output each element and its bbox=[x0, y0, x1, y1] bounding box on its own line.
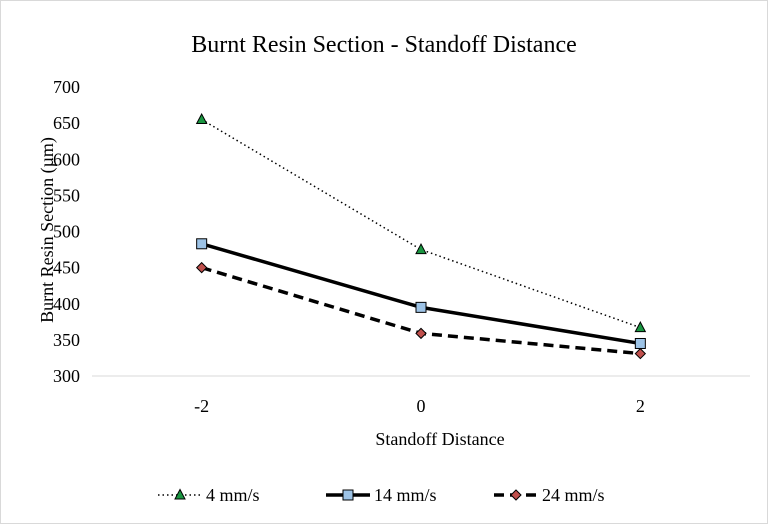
data-point-24-mm-s bbox=[634, 347, 647, 360]
data-point-4-mm-s bbox=[634, 321, 647, 333]
legend-label-14-mm-s: 14 mm/s bbox=[374, 485, 437, 505]
series-group bbox=[195, 112, 647, 360]
data-point-4-mm-s bbox=[415, 242, 427, 255]
series-line-4-mm-s bbox=[201, 118, 641, 329]
data-point-24-mm-s bbox=[195, 261, 208, 274]
y-tick-label: 550 bbox=[53, 185, 80, 205]
legend-marker-14-mm-s bbox=[342, 489, 354, 501]
y-tick-label: 300 bbox=[53, 366, 80, 386]
y-axis-ticks: 300 350 400 450 500 550 600 650 700 bbox=[53, 77, 80, 386]
legend-label-4-mm-s: 4 mm/s bbox=[206, 485, 260, 505]
legend-label-24-mm-s: 24 mm/s bbox=[542, 485, 605, 505]
y-axis-label: Burnt Resin Section (µm) bbox=[37, 137, 58, 323]
data-point-14-mm-s bbox=[634, 337, 646, 349]
data-point-4-mm-s bbox=[195, 112, 208, 125]
x-tick-label: 2 bbox=[636, 396, 645, 416]
data-point-14-mm-s bbox=[415, 301, 427, 313]
y-tick-label: 400 bbox=[53, 294, 80, 314]
chart-title: Burnt Resin Section - Standoff Distance bbox=[191, 32, 577, 58]
y-tick-label: 450 bbox=[53, 258, 80, 278]
y-tick-label: 500 bbox=[53, 222, 80, 242]
x-axis-ticks: -2 0 2 bbox=[194, 396, 645, 416]
data-point-24-mm-s bbox=[415, 327, 427, 340]
y-tick-label: 700 bbox=[53, 77, 80, 97]
y-tick-label: 350 bbox=[53, 330, 80, 350]
legend-marker-24-mm-s bbox=[510, 489, 522, 501]
legend: 4 mm/s 14 mm/s 24 mm/s bbox=[158, 485, 605, 505]
legend-marker-4-mm-s bbox=[174, 488, 186, 500]
x-axis-label: Standoff Distance bbox=[375, 429, 504, 449]
data-point-14-mm-s bbox=[196, 238, 208, 250]
y-tick-label: 600 bbox=[53, 149, 80, 169]
x-tick-label: 0 bbox=[417, 396, 426, 416]
y-tick-label: 650 bbox=[53, 113, 80, 133]
x-tick-label: -2 bbox=[194, 396, 209, 416]
